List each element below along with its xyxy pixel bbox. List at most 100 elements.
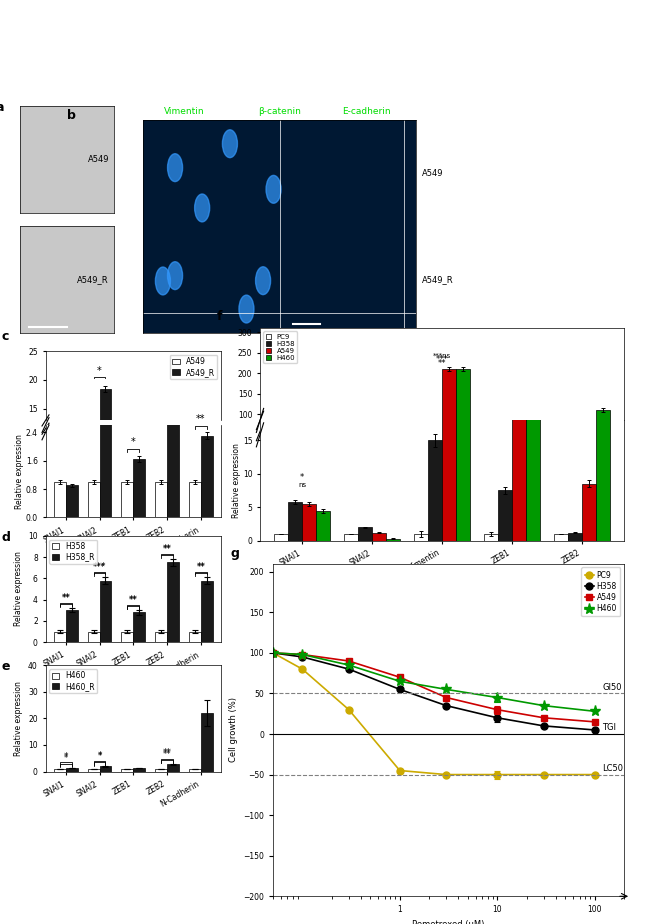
Text: d: d xyxy=(1,530,10,543)
Y-axis label: Relative expression: Relative expression xyxy=(14,681,23,756)
H358 xyxy=(540,721,547,732)
Bar xyxy=(484,534,498,541)
Text: *: * xyxy=(300,473,304,482)
A549 xyxy=(493,704,501,715)
Text: *: * xyxy=(97,366,102,376)
Bar xyxy=(133,486,145,495)
Text: **: ** xyxy=(162,750,171,759)
PC9 xyxy=(396,765,404,776)
Text: Vimentin: Vimentin xyxy=(164,107,204,116)
Bar xyxy=(316,454,330,456)
Bar xyxy=(99,0,111,517)
Bar xyxy=(88,490,99,495)
Y-axis label: Relative expression: Relative expression xyxy=(16,433,24,509)
Bar xyxy=(498,452,512,456)
H460 xyxy=(269,648,277,659)
Text: e: e xyxy=(1,660,10,673)
H460 xyxy=(443,684,450,695)
Bar xyxy=(344,534,358,541)
Text: LC50: LC50 xyxy=(603,764,623,773)
Text: **: ** xyxy=(162,748,172,758)
Bar xyxy=(442,0,456,541)
Text: g: g xyxy=(231,547,240,560)
Text: **: ** xyxy=(437,359,447,368)
Text: f: f xyxy=(216,310,222,322)
H358 xyxy=(591,724,599,736)
Ellipse shape xyxy=(239,295,254,323)
Bar xyxy=(201,482,213,495)
PC9 xyxy=(493,769,501,780)
X-axis label: Pemetrexed (μM): Pemetrexed (μM) xyxy=(412,920,485,924)
Text: b: b xyxy=(66,110,75,123)
Bar xyxy=(288,502,302,541)
H358 xyxy=(269,648,277,659)
Text: *: * xyxy=(98,752,101,761)
PC9 xyxy=(269,648,277,659)
Text: E-cadherin: E-cadherin xyxy=(343,107,391,116)
Ellipse shape xyxy=(168,261,183,289)
Bar xyxy=(428,449,442,456)
Bar xyxy=(99,389,111,495)
Bar xyxy=(155,490,167,495)
Line: H460: H460 xyxy=(267,648,600,717)
Bar xyxy=(122,490,133,495)
Bar xyxy=(442,369,456,456)
Text: A549: A549 xyxy=(421,169,443,177)
Text: TGI: TGI xyxy=(603,723,616,733)
Bar xyxy=(372,532,386,541)
Bar xyxy=(155,632,167,642)
Text: A549: A549 xyxy=(88,155,109,164)
Bar xyxy=(66,485,77,517)
Bar xyxy=(133,613,145,642)
H460 xyxy=(591,706,599,717)
H460 xyxy=(345,660,353,671)
Bar xyxy=(189,769,201,772)
A549 xyxy=(396,672,404,683)
Ellipse shape xyxy=(266,176,281,203)
Bar xyxy=(596,0,610,541)
Text: *: * xyxy=(131,437,136,447)
Y-axis label: Cell growth (%): Cell growth (%) xyxy=(229,698,237,762)
PC9 xyxy=(443,769,450,780)
Bar xyxy=(386,539,400,541)
Bar xyxy=(358,528,372,541)
Bar xyxy=(201,436,213,517)
PC9 xyxy=(540,769,547,780)
Bar xyxy=(54,632,66,642)
Bar xyxy=(456,369,470,456)
Legend: H358, H358_R: H358, H358_R xyxy=(49,540,97,564)
Text: **: ** xyxy=(162,454,172,464)
Bar xyxy=(316,510,330,541)
Bar xyxy=(189,482,201,517)
Bar xyxy=(99,580,111,642)
H358 xyxy=(298,651,306,663)
H358 xyxy=(345,663,353,675)
Text: a: a xyxy=(0,101,5,114)
Text: A549_R: A549_R xyxy=(421,275,453,284)
Line: PC9: PC9 xyxy=(270,650,598,778)
Text: **: ** xyxy=(62,594,70,602)
Text: ***: *** xyxy=(436,355,448,364)
Bar xyxy=(201,713,213,772)
Text: GI50: GI50 xyxy=(603,683,622,692)
Bar xyxy=(512,431,526,456)
Legend: PC9, H358, A549, H460: PC9, H358, A549, H460 xyxy=(582,567,620,616)
Y-axis label: Relative expression: Relative expression xyxy=(14,552,23,626)
Bar xyxy=(66,611,77,642)
Text: ns: ns xyxy=(298,482,306,488)
A549 xyxy=(269,648,277,659)
Text: ***: *** xyxy=(93,562,106,571)
Text: *: * xyxy=(64,752,68,761)
Bar xyxy=(167,469,179,495)
Text: ***ns: ***ns xyxy=(433,353,451,359)
H358 xyxy=(493,712,501,723)
Bar xyxy=(554,534,568,541)
Bar xyxy=(88,769,99,772)
Bar xyxy=(596,410,610,456)
Bar xyxy=(54,482,66,517)
Bar xyxy=(498,491,512,541)
Bar xyxy=(54,769,66,772)
A549 xyxy=(298,649,306,660)
Text: *: * xyxy=(64,754,68,763)
Bar xyxy=(582,452,596,456)
